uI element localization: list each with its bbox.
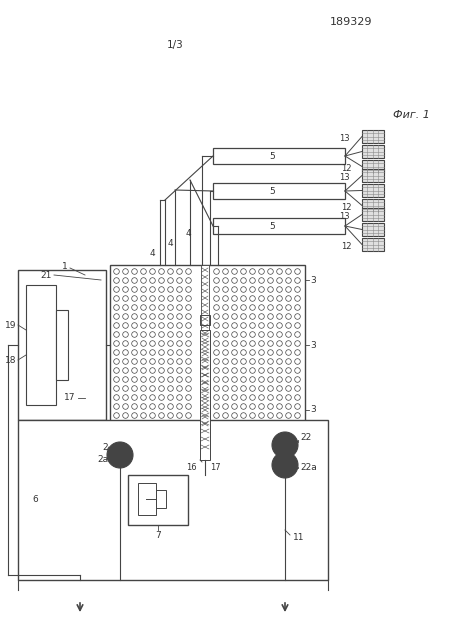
Bar (361, 145, 383, 158)
Bar (212, 218, 344, 234)
Bar (18, 270, 106, 420)
Text: Фиг. 1: Фиг. 1 (392, 110, 429, 120)
Text: 18: 18 (5, 355, 16, 365)
Text: 5: 5 (269, 152, 275, 161)
Text: 4: 4 (149, 248, 155, 257)
Text: 19: 19 (5, 321, 16, 330)
Bar (26, 285, 56, 405)
Circle shape (272, 452, 297, 478)
Bar (212, 148, 344, 164)
Text: 4: 4 (167, 239, 172, 248)
Circle shape (107, 442, 133, 468)
Text: 12: 12 (341, 203, 351, 212)
Bar (18, 420, 327, 580)
Text: 22a: 22a (299, 463, 316, 472)
Text: 17: 17 (210, 463, 220, 472)
Bar (128, 475, 188, 525)
Text: 189329: 189329 (329, 17, 372, 27)
Text: 13: 13 (339, 212, 349, 221)
Text: 3: 3 (309, 406, 315, 415)
Text: 5: 5 (269, 186, 275, 195)
Text: 2: 2 (102, 442, 108, 451)
Bar (361, 184, 383, 197)
Bar (212, 183, 344, 199)
Text: 7: 7 (155, 531, 161, 540)
Bar (138, 483, 156, 515)
Bar (199, 314, 210, 324)
Text: 13: 13 (339, 173, 349, 182)
Text: 3: 3 (309, 340, 315, 349)
Text: 1/3: 1/3 (166, 40, 183, 50)
Text: 11: 11 (292, 532, 304, 541)
Text: 2a: 2a (97, 456, 108, 465)
Bar (199, 330, 210, 460)
Text: 3: 3 (309, 275, 315, 285)
Bar (201, 265, 208, 430)
Bar (361, 223, 383, 236)
Text: 12: 12 (341, 242, 351, 251)
Bar (361, 169, 383, 182)
Bar (361, 199, 383, 212)
Text: 16: 16 (186, 463, 197, 472)
Text: 17: 17 (63, 394, 75, 403)
Bar (361, 130, 383, 143)
Text: 1: 1 (62, 262, 68, 271)
Circle shape (272, 432, 297, 458)
Bar (361, 238, 383, 251)
Text: 13: 13 (339, 134, 349, 143)
Bar (156, 490, 166, 508)
Text: 5: 5 (269, 221, 275, 230)
Text: 4: 4 (185, 228, 190, 237)
Text: 6: 6 (32, 495, 38, 504)
Bar (199, 364, 210, 374)
Bar (56, 310, 68, 380)
Bar (361, 160, 383, 173)
Text: 21: 21 (41, 271, 52, 280)
Bar (361, 208, 383, 221)
Text: 22: 22 (299, 433, 311, 442)
Bar (110, 265, 304, 430)
Text: 12: 12 (341, 164, 351, 173)
